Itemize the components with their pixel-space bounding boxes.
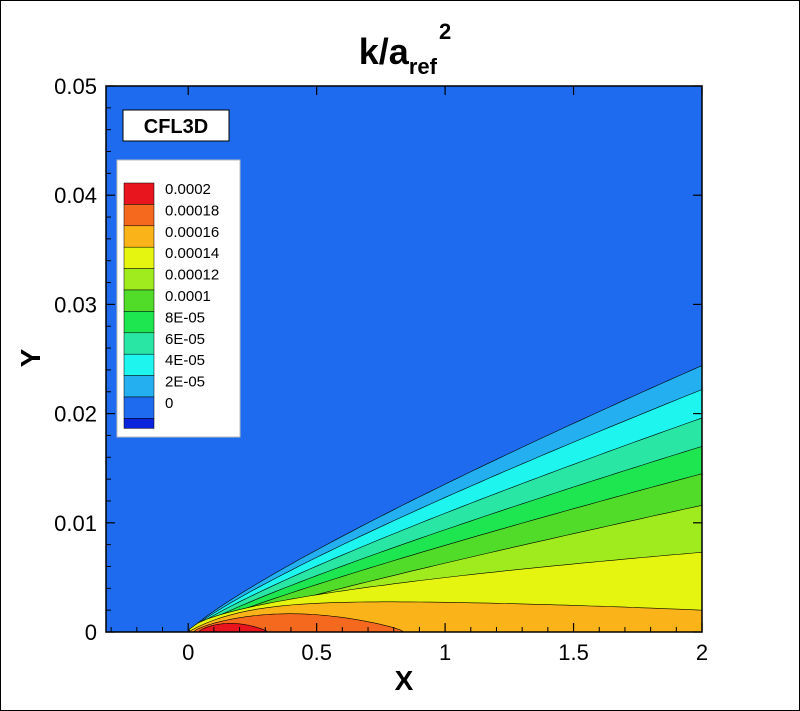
legend-label: 4E-05: [165, 352, 205, 369]
legend-swatch: [123, 289, 155, 312]
annotation-text: CFL3D: [144, 116, 208, 138]
y-tick-label: 0.04: [54, 183, 97, 208]
legend-swatch: [123, 375, 155, 398]
legend-swatch: [123, 396, 155, 419]
legend-swatch: [123, 246, 155, 269]
legend-label: 0: [165, 395, 173, 412]
legend-label: 6E-05: [165, 331, 205, 348]
legend-label: 0.00012: [165, 267, 219, 284]
y-tick-label: 0.02: [54, 402, 97, 427]
chart-title: k/aref2: [359, 19, 451, 79]
legend-label: 8E-05: [165, 309, 205, 326]
legend-swatch: [123, 332, 155, 355]
plot-border: [105, 85, 703, 633]
legend-swatch: [123, 268, 155, 291]
cfl3d-annotation: CFL3D: [122, 109, 230, 142]
legend-label: 0.00018: [165, 202, 219, 219]
legend: 0.0002 0.00018 0.00016 0.00014 0.00012 0.0001…: [116, 159, 241, 438]
legend-label: 2E-05: [165, 374, 205, 391]
legend-swatch: [123, 182, 155, 205]
x-tick-label: 0.5: [301, 640, 332, 665]
legend-swatch: [123, 311, 155, 334]
plot-area: [106, 86, 702, 632]
legend-label: 0.00014: [165, 245, 219, 262]
legend-label: 0.00016: [165, 224, 219, 241]
x-tick-label: 1: [439, 640, 451, 665]
inner-contour-region-3: [198, 623, 269, 632]
chart-title-subscript: ref: [409, 54, 438, 79]
y-tick-label: 0.01: [54, 511, 97, 536]
x-tick-label: 0: [182, 640, 194, 665]
legend-label: 0.0002: [165, 181, 211, 198]
legend-swatch: [123, 225, 155, 248]
legend-swatch: [123, 204, 155, 227]
y-axis-label: Y: [15, 348, 46, 367]
legend-swatch: [123, 353, 155, 376]
y-tick-label: 0.05: [54, 74, 97, 99]
x-tick-label: 2: [696, 640, 708, 665]
chart-title-superscript: 2: [439, 19, 451, 44]
legend-swatch: [123, 418, 155, 429]
legend-label: 0.0001: [165, 288, 211, 305]
y-tick-label: 0.03: [54, 292, 97, 317]
y-tick-label: 0: [85, 620, 97, 645]
x-axis: 0 0.5 1 1.5 2: [110, 86, 708, 665]
y-axis: 0 0.01 0.02 0.03 0.04 0.05: [54, 74, 702, 645]
x-tick-label: 1.5: [558, 640, 589, 665]
x-axis-label: X: [395, 665, 414, 696]
